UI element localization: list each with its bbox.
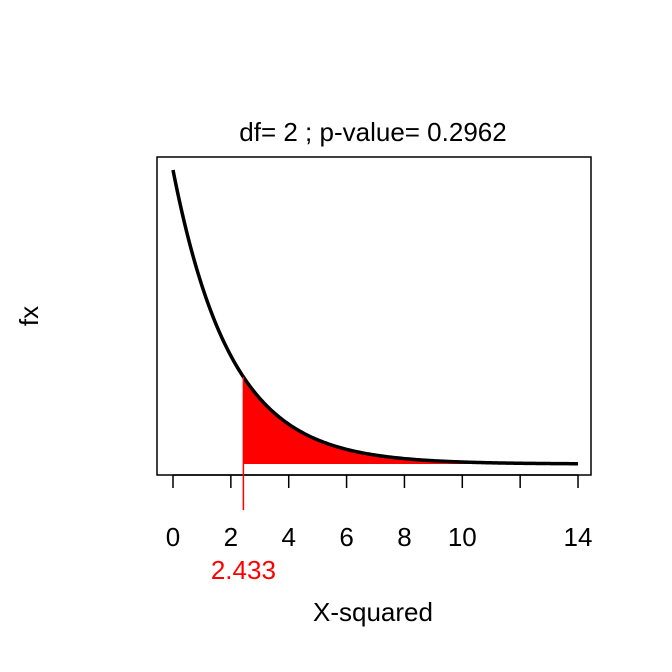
x-tick-label: 8 [397,522,411,552]
x-tick-label: 6 [339,522,353,552]
chart-title: df= 2 ; p-value= 0.2962 [239,117,506,147]
statistic-label: 2.433 [211,555,276,585]
x-tick-label: 4 [281,522,295,552]
shaded-area-layer [243,376,532,464]
y-axis-label: fx [14,306,44,326]
density-curve [171,169,579,466]
density-curve-layer [171,169,579,466]
x-axis-label: X-squared [313,597,433,627]
statistic-marker-layer: 2.433 [211,376,276,585]
x-tick-label: 10 [448,522,477,552]
x-tick-label: 2 [224,522,238,552]
x-tick-label: 14 [564,522,593,552]
plot-frame [156,156,592,476]
shaded-tail-area [243,376,532,464]
x-axis: 0 2 4 6 8 10 14 [166,474,593,552]
x-tick-label: 0 [166,522,180,552]
